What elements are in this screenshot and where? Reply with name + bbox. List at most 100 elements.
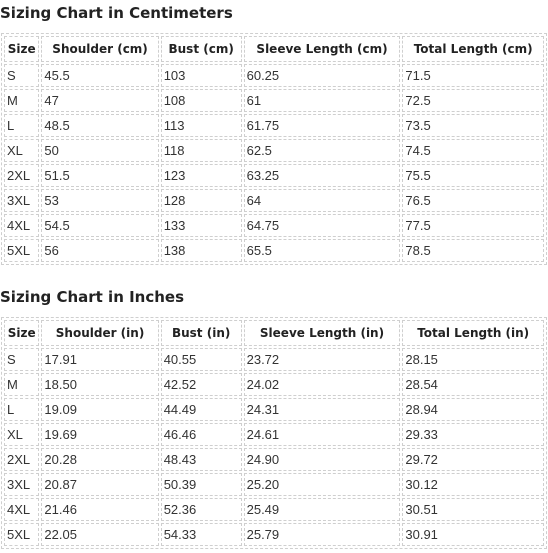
table-row: S 17.91 40.55 23.72 28.15 bbox=[4, 348, 544, 371]
cell-total-length: 75.5 bbox=[402, 164, 544, 187]
cell-total-length: 73.5 bbox=[402, 114, 544, 137]
cell-bust: 128 bbox=[160, 189, 242, 212]
cell-sleeve-length: 25.20 bbox=[243, 473, 401, 496]
cell-sleeve-length: 60.25 bbox=[243, 64, 401, 87]
cell-size: 5XL bbox=[4, 523, 40, 546]
cell-bust: 138 bbox=[160, 239, 242, 262]
cell-shoulder: 50 bbox=[41, 139, 159, 162]
cell-size: XL bbox=[4, 139, 40, 162]
table-header-row: Size Shoulder (in) Bust (in) Sleeve Length … bbox=[4, 320, 544, 346]
cell-size: S bbox=[4, 348, 40, 371]
cell-bust: 113 bbox=[160, 114, 242, 137]
column-header-size: Size bbox=[4, 320, 40, 346]
table-row: 2XL 51.5 123 63.25 75.5 bbox=[4, 164, 544, 187]
cell-shoulder: 53 bbox=[41, 189, 159, 212]
cell-size: 3XL bbox=[4, 189, 40, 212]
inch-sizing-table: Size Shoulder (in) Bust (in) Sleeve Length … bbox=[1, 317, 547, 549]
cell-size: 4XL bbox=[4, 214, 40, 237]
cell-shoulder: 20.28 bbox=[41, 448, 159, 471]
cell-sleeve-length: 23.72 bbox=[243, 348, 401, 371]
cell-size: 2XL bbox=[4, 448, 40, 471]
cell-total-length: 28.54 bbox=[402, 373, 544, 396]
cell-shoulder: 47 bbox=[41, 89, 159, 112]
cell-total-length: 30.12 bbox=[402, 473, 544, 496]
cell-total-length: 30.91 bbox=[402, 523, 544, 546]
table-row: 4XL 21.46 52.36 25.49 30.51 bbox=[4, 498, 544, 521]
table-row: 2XL 20.28 48.43 24.90 29.72 bbox=[4, 448, 544, 471]
cell-bust: 54.33 bbox=[160, 523, 242, 546]
cell-shoulder: 56 bbox=[41, 239, 159, 262]
table-header-row: Size Shoulder (cm) Bust (cm) Sleeve Length … bbox=[4, 36, 544, 62]
cell-shoulder: 51.5 bbox=[41, 164, 159, 187]
cell-bust: 52.36 bbox=[160, 498, 242, 521]
column-header-sleeve-length: Sleeve Length (cm) bbox=[243, 36, 401, 62]
cell-total-length: 71.5 bbox=[402, 64, 544, 87]
cell-total-length: 30.51 bbox=[402, 498, 544, 521]
column-header-sleeve-length: Sleeve Length (in) bbox=[243, 320, 401, 346]
cell-shoulder: 17.91 bbox=[41, 348, 159, 371]
cell-bust: 118 bbox=[160, 139, 242, 162]
cell-size: 5XL bbox=[4, 239, 40, 262]
cell-total-length: 77.5 bbox=[402, 214, 544, 237]
table-row: XL 50 118 62.5 74.5 bbox=[4, 139, 544, 162]
cell-shoulder: 20.87 bbox=[41, 473, 159, 496]
column-header-total-length: Total Length (cm) bbox=[402, 36, 544, 62]
cell-bust: 108 bbox=[160, 89, 242, 112]
cell-shoulder: 45.5 bbox=[41, 64, 159, 87]
cell-bust: 44.49 bbox=[160, 398, 242, 421]
cell-bust: 50.39 bbox=[160, 473, 242, 496]
cell-size: 2XL bbox=[4, 164, 40, 187]
cell-sleeve-length: 65.5 bbox=[243, 239, 401, 262]
cell-total-length: 29.33 bbox=[402, 423, 544, 446]
cell-sleeve-length: 62.5 bbox=[243, 139, 401, 162]
cell-size: L bbox=[4, 398, 40, 421]
cell-shoulder: 18.50 bbox=[41, 373, 159, 396]
cm-chart-title: Sizing Chart in Centimeters bbox=[0, 4, 233, 22]
cell-sleeve-length: 64.75 bbox=[243, 214, 401, 237]
cell-total-length: 72.5 bbox=[402, 89, 544, 112]
table-row: 4XL 54.5 133 64.75 77.5 bbox=[4, 214, 544, 237]
table-row: S 45.5 103 60.25 71.5 bbox=[4, 64, 544, 87]
cell-sleeve-length: 61.75 bbox=[243, 114, 401, 137]
cell-total-length: 74.5 bbox=[402, 139, 544, 162]
cell-bust: 103 bbox=[160, 64, 242, 87]
cell-sleeve-length: 63.25 bbox=[243, 164, 401, 187]
table-row: XL 19.69 46.46 24.61 29.33 bbox=[4, 423, 544, 446]
table-row: 3XL 20.87 50.39 25.20 30.12 bbox=[4, 473, 544, 496]
column-header-shoulder: Shoulder (cm) bbox=[41, 36, 159, 62]
cell-total-length: 29.72 bbox=[402, 448, 544, 471]
table-row: L 48.5 113 61.75 73.5 bbox=[4, 114, 544, 137]
cell-bust: 40.55 bbox=[160, 348, 242, 371]
column-header-total-length: Total Length (in) bbox=[402, 320, 544, 346]
cell-bust: 123 bbox=[160, 164, 242, 187]
cell-sleeve-length: 24.02 bbox=[243, 373, 401, 396]
cell-shoulder: 54.5 bbox=[41, 214, 159, 237]
table-row: 3XL 53 128 64 76.5 bbox=[4, 189, 544, 212]
cell-bust: 48.43 bbox=[160, 448, 242, 471]
cell-sleeve-length: 24.61 bbox=[243, 423, 401, 446]
cell-shoulder: 22.05 bbox=[41, 523, 159, 546]
cell-sleeve-length: 61 bbox=[243, 89, 401, 112]
table-row: M 18.50 42.52 24.02 28.54 bbox=[4, 373, 544, 396]
cell-size: S bbox=[4, 64, 40, 87]
cell-sleeve-length: 64 bbox=[243, 189, 401, 212]
cell-total-length: 78.5 bbox=[402, 239, 544, 262]
column-header-bust: Bust (cm) bbox=[160, 36, 242, 62]
cell-size: 4XL bbox=[4, 498, 40, 521]
cell-total-length: 28.15 bbox=[402, 348, 544, 371]
column-header-size: Size bbox=[4, 36, 40, 62]
cell-shoulder: 48.5 bbox=[41, 114, 159, 137]
cell-sleeve-length: 25.79 bbox=[243, 523, 401, 546]
inch-chart-title: Sizing Chart in Inches bbox=[0, 288, 185, 306]
cell-size: XL bbox=[4, 423, 40, 446]
table-row: L 19.09 44.49 24.31 28.94 bbox=[4, 398, 544, 421]
table-row: 5XL 22.05 54.33 25.79 30.91 bbox=[4, 523, 544, 546]
cell-size: 3XL bbox=[4, 473, 40, 496]
cm-sizing-table: Size Shoulder (cm) Bust (cm) Sleeve Length … bbox=[1, 33, 547, 265]
cell-shoulder: 21.46 bbox=[41, 498, 159, 521]
cell-sleeve-length: 24.90 bbox=[243, 448, 401, 471]
cell-total-length: 28.94 bbox=[402, 398, 544, 421]
cell-shoulder: 19.69 bbox=[41, 423, 159, 446]
cell-size: L bbox=[4, 114, 40, 137]
column-header-bust: Bust (in) bbox=[160, 320, 242, 346]
